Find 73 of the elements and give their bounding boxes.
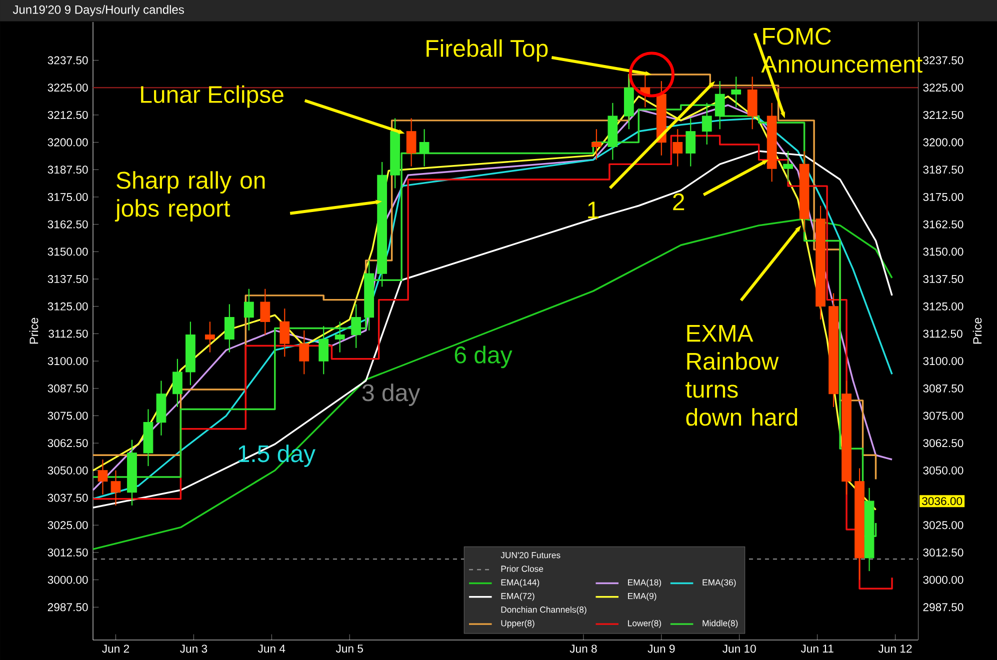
y2-tick-label: 3062.50	[923, 439, 964, 448]
y-tick-label: 3050.00	[48, 466, 88, 474]
y-tick-label: 3125.00	[48, 302, 88, 310]
y-tick-label: 3037.50	[48, 494, 88, 502]
legend-label: Upper(8)	[501, 620, 534, 628]
legend-label: EMA(36)	[702, 579, 736, 588]
annotation: 6 day	[454, 346, 512, 368]
legend-title: JUN'20 Futures	[500, 552, 560, 558]
y2-tick-label: 3162.50	[923, 220, 964, 228]
y2-tick-label: 3187.50	[923, 166, 964, 174]
y-tick-label: 3175.00	[48, 192, 88, 202]
y-tick-label: 3237.50	[48, 56, 88, 64]
x-tick-label: Jun 10	[722, 644, 756, 653]
annotation: EXMA Rainbow turns down hard	[686, 325, 798, 426]
y-tick-label: 3200.00	[48, 138, 88, 146]
legend-label: EMA(144)	[501, 579, 540, 588]
y-tick-label: 3087.50	[48, 384, 88, 392]
x-tick-label: Jun 2	[102, 644, 130, 653]
x-tick-label: Jun 4	[258, 644, 286, 653]
y2-tick-label: 3137.50	[923, 275, 964, 284]
y2-tick-label: 3075.00	[923, 412, 964, 420]
y-tick-label: 3100.00	[48, 357, 88, 366]
annotation: Donchian Channels(8)	[501, 606, 586, 614]
y2-tick-label: 3225.00	[923, 84, 964, 92]
annotation: Sharp rally on jobs report	[114, 171, 265, 222]
y2-tick-label: 3200.00	[923, 138, 964, 146]
y-tick-label: 3012.50	[48, 548, 88, 556]
y2-tick-label: 3212.50	[923, 110, 964, 119]
y2-tick-label: 2987.50	[923, 603, 964, 612]
y2-tick-label: 3012.50	[923, 548, 964, 556]
y-tick-label: 3162.50	[48, 220, 88, 228]
legend-label: Middle(8)	[702, 620, 738, 628]
text: 3036.00	[922, 497, 962, 506]
y2-tick-label: 3087.50	[923, 384, 964, 392]
y-tick-label: 3187.50	[48, 166, 88, 174]
annotation: 2	[673, 193, 684, 210]
x-tick-label: Jun 8	[570, 644, 597, 653]
chart-title: Jun19'20 9 Days/Hourly candles	[12, 5, 184, 16]
y2-tick-label: 3000.00	[923, 576, 964, 584]
y-tick-label: 3212.50	[48, 110, 88, 119]
y-tick-label: 3075.00	[48, 412, 88, 420]
annotation: 1	[588, 202, 598, 218]
y-axis-title: Price	[29, 318, 38, 344]
x-tick-label: Jun 11	[800, 644, 834, 653]
legend-label: EMA(72)	[501, 592, 534, 601]
legend-label: EMA(9)	[628, 592, 656, 601]
legend-label: EMA(18)	[628, 579, 662, 588]
y2-tick-label: 3025.00	[923, 521, 964, 530]
y-tick-label: 3025.00	[48, 521, 88, 530]
x-tick-label: Jun 9	[648, 644, 675, 653]
y-tick-label: 3112.50	[48, 330, 88, 338]
y-tick-label: 3225.00	[48, 84, 88, 92]
y-tick-label: 3062.50	[48, 439, 88, 448]
legend-label: Prior Close	[501, 565, 544, 572]
y-tick-label: 3000.00	[48, 576, 88, 584]
x-tick-label: Jun 12	[878, 644, 912, 653]
annotation: Fireball Top	[426, 39, 548, 62]
y2-tick-label: 3125.00	[923, 302, 964, 310]
y-tick-label: 3137.50	[48, 275, 88, 284]
y2-tick-label: 3175.00	[923, 192, 964, 202]
x-tick-label: Jun 3	[180, 644, 208, 653]
x-tick-label: Jun 5	[336, 644, 363, 653]
y2-tick-label: 3112.50	[923, 330, 962, 338]
y-tick-label: 3150.00	[48, 248, 88, 256]
annotation: 3 day	[362, 384, 420, 406]
y2-tick-label: 3237.50	[923, 56, 964, 64]
annotation: Lunar Eclipse	[141, 85, 284, 108]
y2-tick-label: 3150.00	[923, 248, 964, 256]
legend-label: Lower(8)	[628, 620, 662, 628]
y2-tick-label: 3050.00	[923, 466, 964, 474]
y2-axis-title: Price	[972, 318, 982, 344]
y-tick-label: 2987.50	[48, 603, 88, 612]
y2-tick-label: 3100.00	[923, 357, 964, 366]
